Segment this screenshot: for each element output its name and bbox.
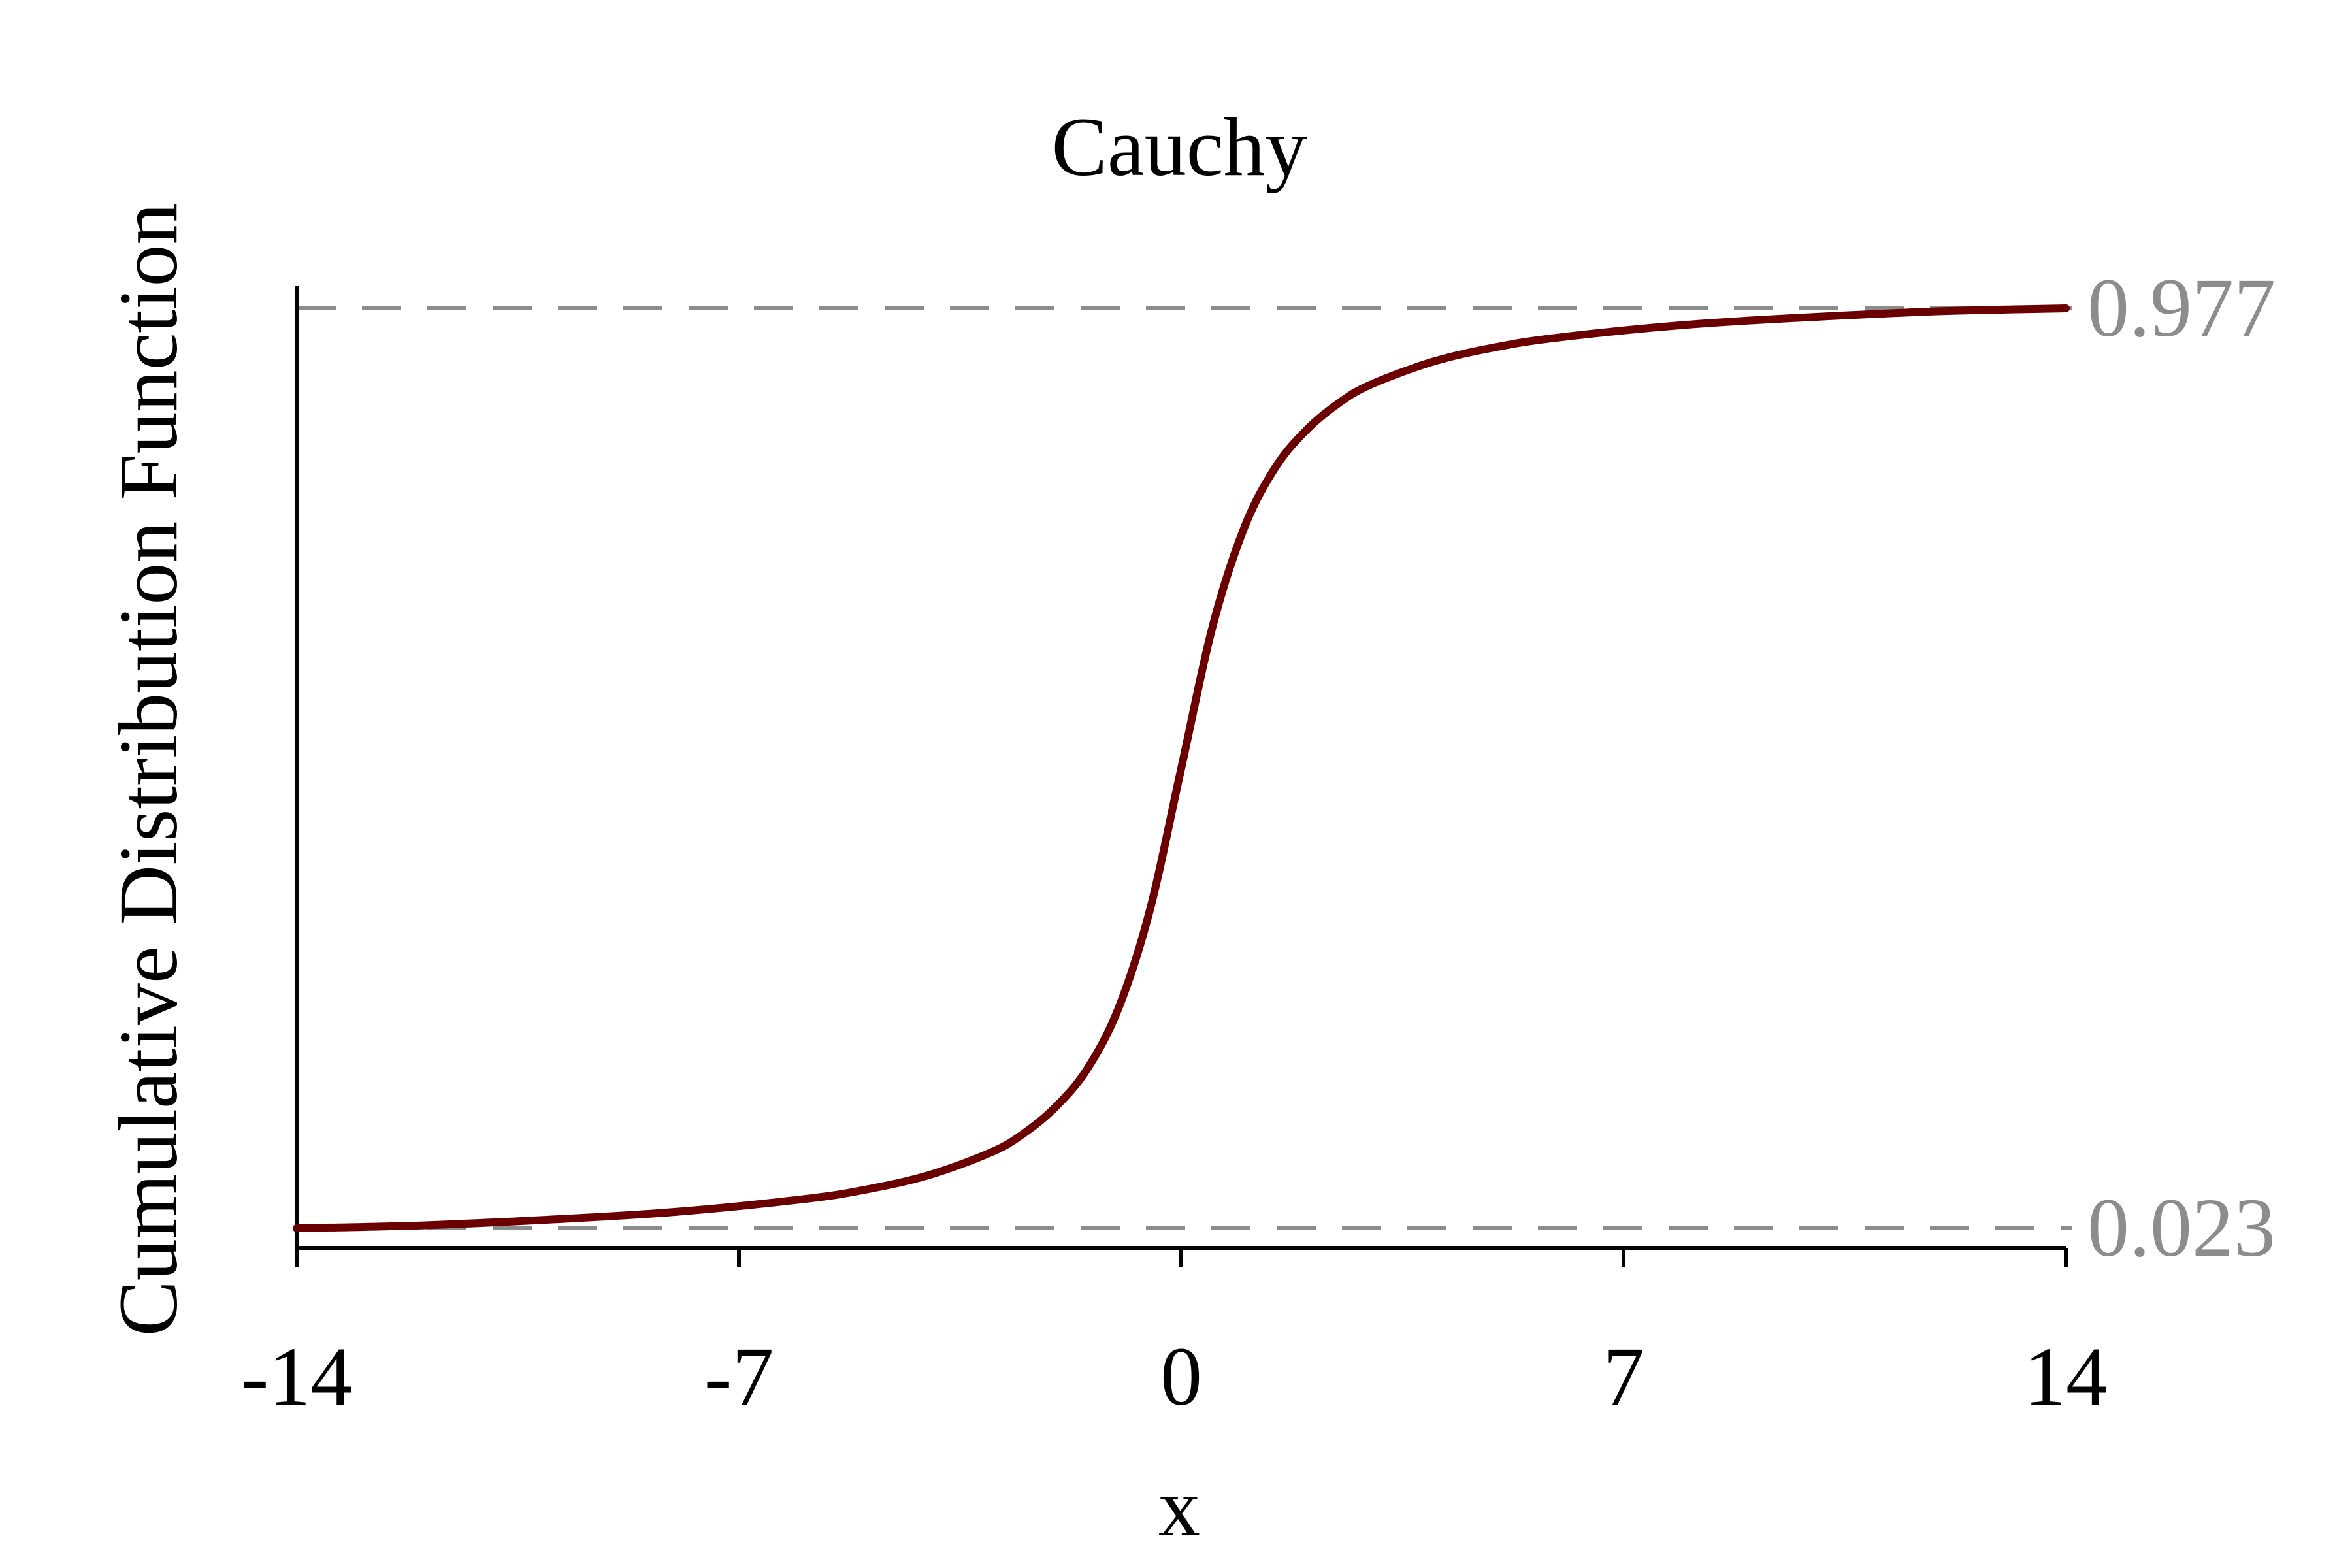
reference-line-label: 0.977 [2087,261,2276,354]
reference-line-label: 0.023 [2087,1181,2276,1274]
cdf-series-line [293,304,2070,1232]
x-tick-label: 14 [2024,1330,2108,1423]
x-tick-label: -7 [704,1330,774,1423]
x-tick-label: 0 [1160,1330,1202,1423]
reference-lines: 0.977 0.023 [297,261,2276,1274]
chart-title: Cauchy [1052,101,1307,193]
y-axis-label: Cumulative Distribution Function [102,203,195,1336]
x-ticks: -14 -7 0 7 14 [241,1248,2108,1423]
x-axis-label: x [1158,1461,1200,1554]
x-tick-label: -14 [241,1330,353,1423]
x-tick-label: 7 [1603,1330,1644,1423]
